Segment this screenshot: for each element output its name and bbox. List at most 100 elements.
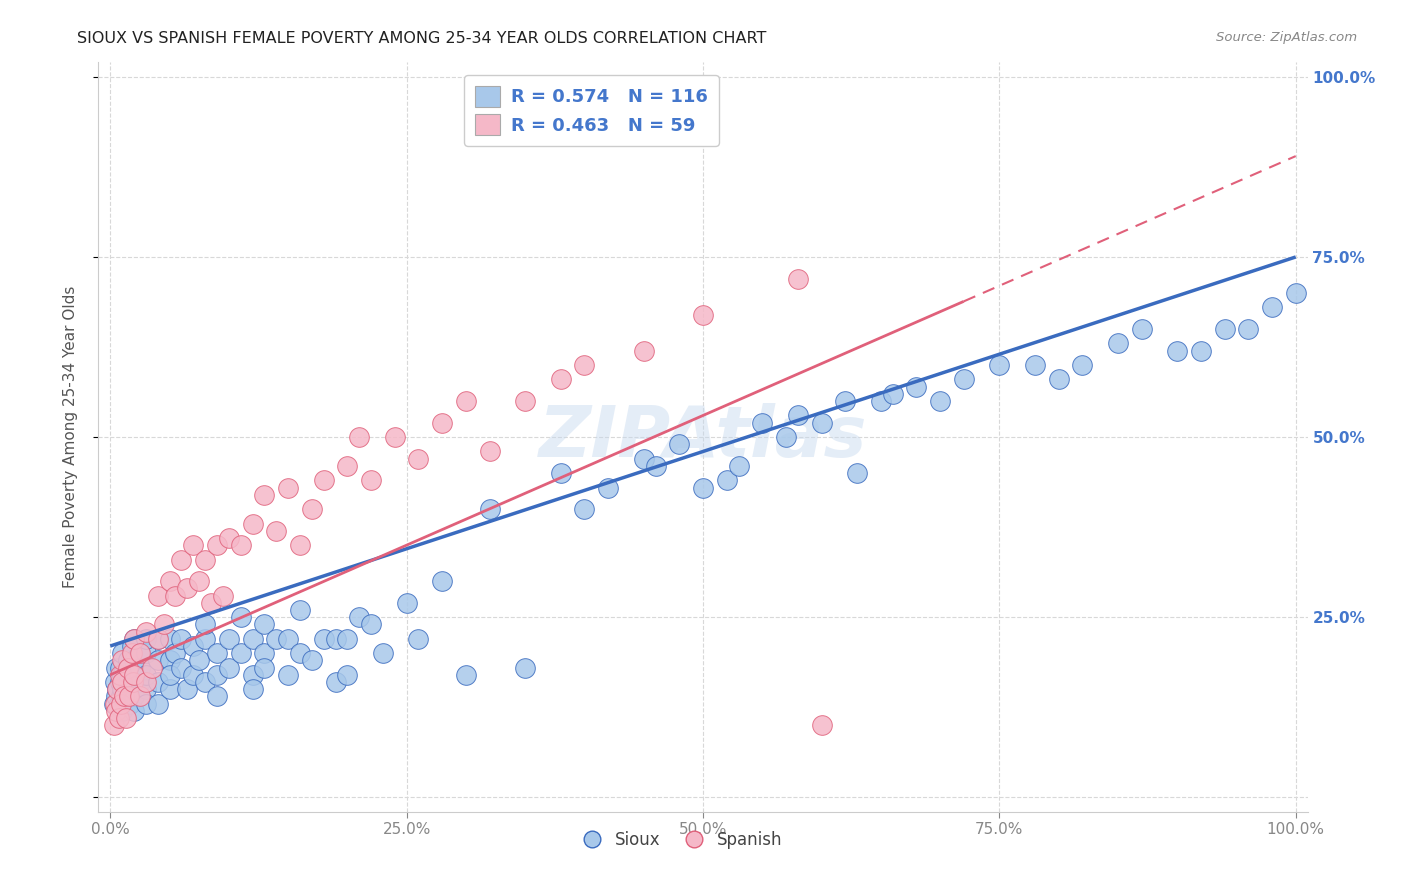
Point bbox=[107, 697, 129, 711]
Point bbox=[253, 617, 276, 632]
Point bbox=[129, 646, 152, 660]
Point bbox=[574, 502, 596, 516]
Point bbox=[716, 473, 738, 487]
Point bbox=[146, 697, 169, 711]
Point bbox=[727, 458, 749, 473]
Point bbox=[264, 632, 287, 646]
Point bbox=[312, 632, 335, 646]
Point bbox=[170, 660, 193, 674]
Point bbox=[1261, 301, 1284, 315]
Point bbox=[122, 653, 145, 667]
Point bbox=[122, 690, 145, 704]
Point bbox=[146, 632, 169, 646]
Text: ZIPAtlas: ZIPAtlas bbox=[538, 402, 868, 472]
Point bbox=[218, 632, 240, 646]
Point bbox=[104, 697, 127, 711]
Point bbox=[121, 682, 143, 697]
Point bbox=[121, 668, 143, 682]
Point bbox=[120, 697, 142, 711]
Point bbox=[135, 632, 157, 646]
Point bbox=[200, 596, 222, 610]
Point bbox=[159, 682, 181, 697]
Point bbox=[159, 653, 181, 667]
Point bbox=[574, 358, 596, 372]
Point bbox=[135, 682, 157, 697]
Point bbox=[242, 668, 264, 682]
Point bbox=[633, 343, 655, 358]
Point bbox=[146, 589, 169, 603]
Point bbox=[103, 718, 125, 732]
Point bbox=[288, 538, 311, 552]
Point bbox=[105, 682, 128, 697]
Point bbox=[384, 430, 406, 444]
Point bbox=[105, 660, 128, 674]
Point bbox=[205, 668, 228, 682]
Point bbox=[122, 632, 145, 646]
Point bbox=[253, 488, 276, 502]
Point bbox=[264, 524, 287, 538]
Point bbox=[194, 632, 217, 646]
Point bbox=[869, 394, 891, 409]
Point bbox=[129, 675, 152, 690]
Point bbox=[432, 416, 454, 430]
Point bbox=[834, 394, 856, 409]
Point bbox=[1285, 285, 1308, 300]
Point bbox=[810, 416, 832, 430]
Point bbox=[229, 610, 252, 624]
Point bbox=[786, 409, 808, 423]
Point bbox=[212, 589, 235, 603]
Point bbox=[751, 416, 773, 430]
Point bbox=[253, 660, 276, 674]
Point bbox=[111, 704, 134, 718]
Point bbox=[165, 646, 187, 660]
Point bbox=[775, 430, 797, 444]
Point bbox=[360, 617, 382, 632]
Point bbox=[810, 718, 832, 732]
Point bbox=[170, 552, 193, 566]
Point bbox=[146, 653, 169, 667]
Point bbox=[194, 552, 217, 566]
Point bbox=[288, 646, 311, 660]
Point bbox=[1130, 322, 1153, 336]
Point bbox=[1107, 336, 1129, 351]
Point bbox=[111, 682, 134, 697]
Point bbox=[105, 704, 128, 718]
Point bbox=[478, 502, 501, 516]
Point bbox=[135, 675, 157, 690]
Point bbox=[105, 682, 128, 697]
Point bbox=[135, 624, 157, 639]
Point bbox=[325, 632, 347, 646]
Point bbox=[110, 690, 132, 704]
Point bbox=[135, 646, 157, 660]
Point bbox=[1047, 372, 1070, 386]
Point bbox=[668, 437, 690, 451]
Point bbox=[121, 646, 143, 660]
Point bbox=[105, 690, 128, 704]
Point bbox=[242, 632, 264, 646]
Text: Source: ZipAtlas.com: Source: ZipAtlas.com bbox=[1216, 31, 1357, 45]
Point bbox=[111, 675, 134, 690]
Point bbox=[104, 675, 127, 690]
Point bbox=[347, 430, 370, 444]
Point bbox=[312, 473, 335, 487]
Point bbox=[347, 610, 370, 624]
Point bbox=[550, 466, 572, 480]
Point bbox=[129, 690, 152, 704]
Point bbox=[988, 358, 1011, 372]
Point bbox=[181, 538, 204, 552]
Point bbox=[170, 632, 193, 646]
Point bbox=[395, 596, 418, 610]
Point bbox=[103, 697, 125, 711]
Point bbox=[146, 632, 169, 646]
Point bbox=[371, 646, 394, 660]
Point bbox=[277, 668, 299, 682]
Point bbox=[336, 458, 359, 473]
Point bbox=[229, 538, 252, 552]
Point bbox=[1189, 343, 1212, 358]
Point bbox=[454, 394, 477, 409]
Point bbox=[253, 646, 276, 660]
Point bbox=[454, 668, 477, 682]
Point bbox=[336, 632, 359, 646]
Point bbox=[114, 690, 136, 704]
Point bbox=[159, 668, 181, 682]
